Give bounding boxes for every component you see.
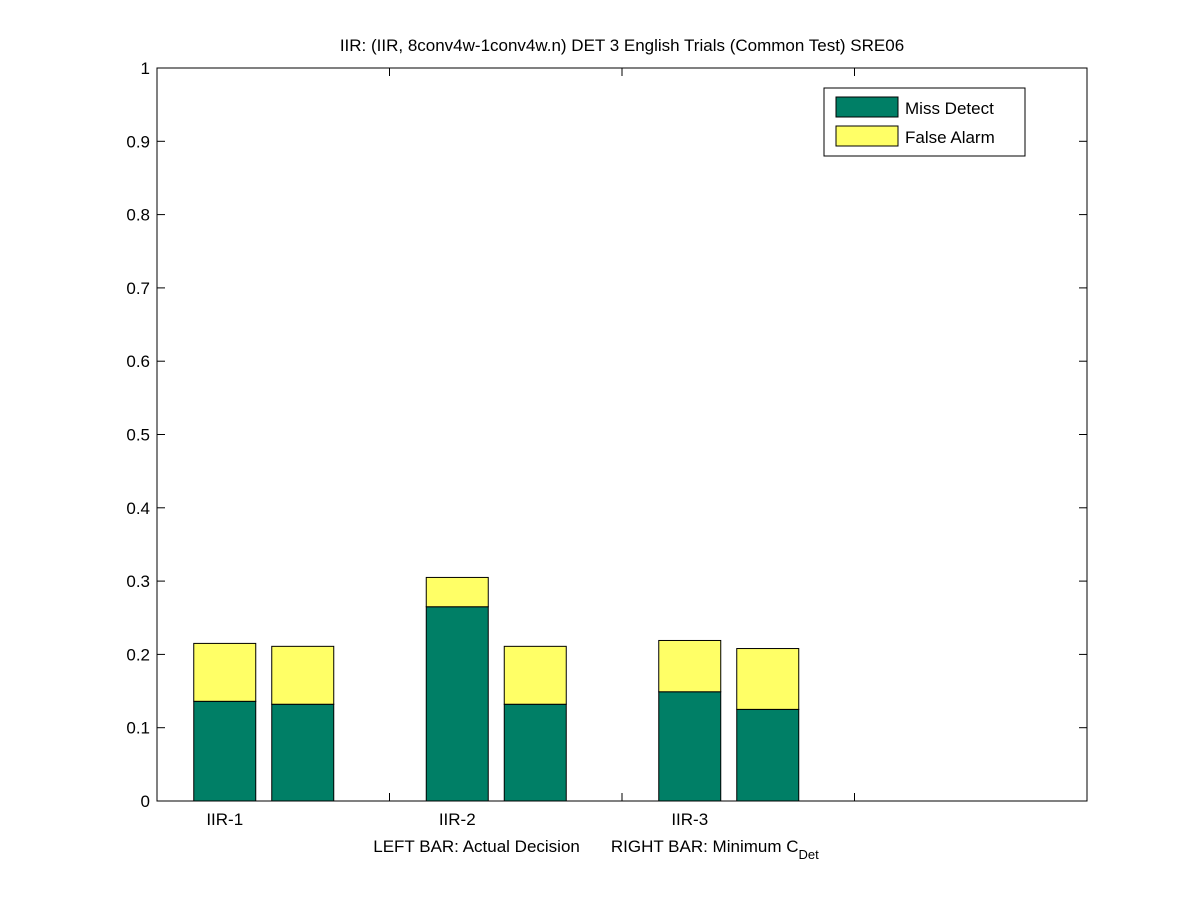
legend-swatch-false-alarm — [835, 125, 899, 147]
legend-label-false-alarm: False Alarm — [905, 128, 995, 147]
y-tick-label: 0.6 — [126, 352, 150, 371]
y-tick-label: 0.7 — [126, 279, 150, 298]
bar-iir-3-actual-false-alarm — [658, 639, 722, 693]
bar-iir-3-minimum-miss-detect — [736, 708, 800, 802]
bar-iir-2-minimum-miss-detect — [503, 703, 567, 802]
y-tick-label: 0.8 — [126, 206, 150, 225]
y-tick-label: 0.4 — [126, 499, 150, 518]
bar-iir-3-actual-miss-detect — [658, 691, 722, 802]
bar-iir-1-actual-false-alarm — [193, 642, 257, 702]
bar-iir-1-minimum-false-alarm — [271, 645, 335, 705]
x-axis-label-right: RIGHT BAR: Minimum C — [611, 837, 799, 856]
y-tick-label: 0.1 — [126, 719, 150, 738]
bar-iir-2-minimum-false-alarm — [503, 645, 567, 705]
y-tick-label: 0.5 — [126, 426, 150, 445]
legend-swatch-miss-detect — [835, 96, 899, 118]
legend: Miss Detect False Alarm — [823, 87, 1026, 157]
bar-iir-3-minimum-false-alarm — [736, 648, 800, 710]
ticks-layer: 0 0.1 0.2 0.3 0.4 0.5 0.6 0.7 0.8 0.9 1 IIR-1 IIR-2 I… — [126, 59, 1087, 829]
x-tick-label: IIR-1 — [206, 810, 243, 829]
bars-layer — [193, 576, 800, 802]
y-tick-label: 0.2 — [126, 645, 150, 664]
legend-label-miss-detect: Miss Detect — [905, 99, 994, 118]
y-tick-label: 1 — [141, 59, 150, 78]
bar-iir-1-minimum-miss-detect — [271, 703, 335, 802]
x-axis-label: LEFT BAR: Actual Decision RIGHT BAR: Mini… — [373, 837, 819, 862]
y-tick-label: 0.3 — [126, 572, 150, 591]
x-tick-label: IIR-3 — [671, 810, 708, 829]
x-axis-label-subscript: Det — [799, 847, 820, 862]
x-axis-label-left: LEFT BAR: Actual Decision — [373, 837, 580, 856]
bar-iir-2-actual-miss-detect — [425, 606, 489, 802]
y-tick-label: 0.9 — [126, 132, 150, 151]
x-tick-label: IIR-2 — [439, 810, 476, 829]
bar-iir-1-actual-miss-detect — [193, 700, 257, 802]
y-tick-label: 0 — [141, 792, 150, 811]
bar-iir-2-actual-false-alarm — [425, 576, 489, 608]
chart-title: IIR: (IIR, 8conv4w-1conv4w.n) DET 3 Engl… — [340, 36, 904, 55]
